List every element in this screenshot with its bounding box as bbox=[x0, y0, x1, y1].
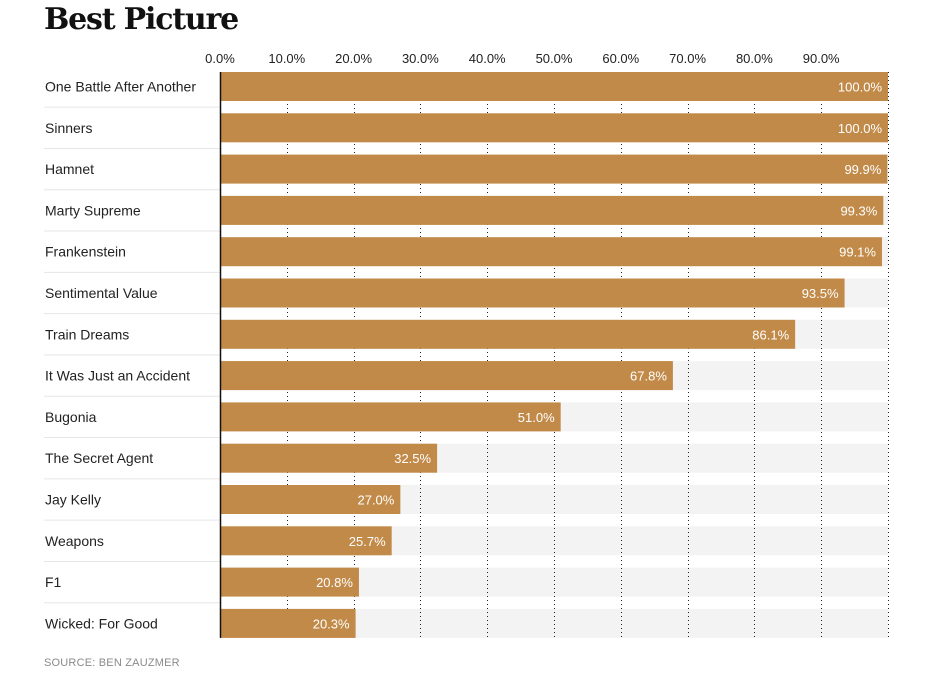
bar bbox=[220, 278, 845, 308]
bar bbox=[220, 319, 796, 349]
data-label: 100.0% bbox=[838, 80, 883, 95]
category-label: Marty Supreme bbox=[45, 202, 141, 218]
data-label: 20.8% bbox=[316, 575, 353, 590]
x-tick-label: 20.0% bbox=[335, 51, 372, 66]
category-label: Jay Kelly bbox=[45, 492, 101, 508]
x-tick-label: 90.0% bbox=[803, 51, 840, 66]
data-label: 99.3% bbox=[840, 203, 877, 218]
bar bbox=[220, 402, 561, 432]
x-tick-label: 50.0% bbox=[536, 51, 573, 66]
x-tick-label: 40.0% bbox=[469, 51, 506, 66]
category-label: Sinners bbox=[45, 120, 92, 136]
bar bbox=[220, 237, 882, 267]
category-label: Weapons bbox=[45, 533, 104, 549]
data-label: 100.0% bbox=[838, 121, 883, 136]
bar bbox=[220, 154, 888, 184]
data-label: 20.3% bbox=[313, 616, 350, 631]
category-label: F1 bbox=[45, 574, 62, 590]
data-label: 32.5% bbox=[394, 451, 431, 466]
bar bbox=[220, 72, 888, 101]
category-label: Hamnet bbox=[45, 161, 94, 177]
bar-chart: 0.0% 10.0% 20.0% 30.0% 40.0% 50.0% 60.0% 70.0% 8… bbox=[44, 51, 889, 638]
category-label: One Battle After Another bbox=[45, 79, 196, 95]
category-label: Bugonia bbox=[45, 409, 97, 425]
data-label: 99.1% bbox=[839, 245, 876, 260]
data-label: 86.1% bbox=[752, 327, 789, 342]
category-label: Wicked: For Good bbox=[45, 615, 158, 631]
category-label: It Was Just an Accident bbox=[45, 368, 190, 384]
x-tick-label: 30.0% bbox=[402, 51, 439, 66]
bar bbox=[220, 443, 438, 473]
data-label: 93.5% bbox=[802, 286, 839, 301]
data-label: 67.8% bbox=[630, 369, 667, 384]
source-note: SOURCE: BEN ZAUZMER bbox=[44, 657, 180, 669]
data-label: 99.9% bbox=[844, 162, 881, 177]
bar bbox=[220, 608, 356, 638]
bar bbox=[220, 526, 392, 556]
bar bbox=[220, 485, 401, 514]
data-label: 25.7% bbox=[349, 534, 386, 549]
x-tick-label: 70.0% bbox=[669, 51, 706, 66]
data-label: 51.0% bbox=[518, 410, 555, 425]
bar bbox=[220, 361, 673, 391]
category-label: The Secret Agent bbox=[45, 450, 153, 466]
bar bbox=[220, 195, 884, 225]
chart-title: Best Picture bbox=[44, 2, 239, 37]
x-tick-label: 10.0% bbox=[268, 51, 305, 66]
category-label: Train Dreams bbox=[45, 326, 129, 342]
data-label: 27.0% bbox=[357, 493, 394, 508]
x-tick-label: 0.0% bbox=[205, 51, 235, 66]
bar bbox=[220, 567, 359, 597]
x-tick-label: 80.0% bbox=[736, 51, 773, 66]
category-label: Sentimental Value bbox=[45, 285, 158, 301]
x-tick-label: 60.0% bbox=[602, 51, 639, 66]
bar bbox=[220, 113, 888, 143]
category-label: Frankenstein bbox=[45, 244, 126, 260]
